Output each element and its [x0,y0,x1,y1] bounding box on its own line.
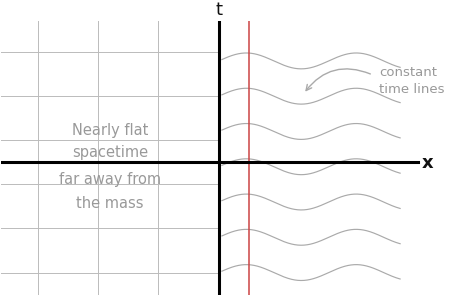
Text: far away from: far away from [59,172,161,186]
Text: spacetime: spacetime [72,145,148,160]
Text: x: x [421,154,433,172]
Text: t: t [215,1,222,19]
Text: constant
time lines: constant time lines [379,66,445,96]
Text: Nearly flat: Nearly flat [72,123,148,138]
Text: the mass: the mass [76,196,144,211]
